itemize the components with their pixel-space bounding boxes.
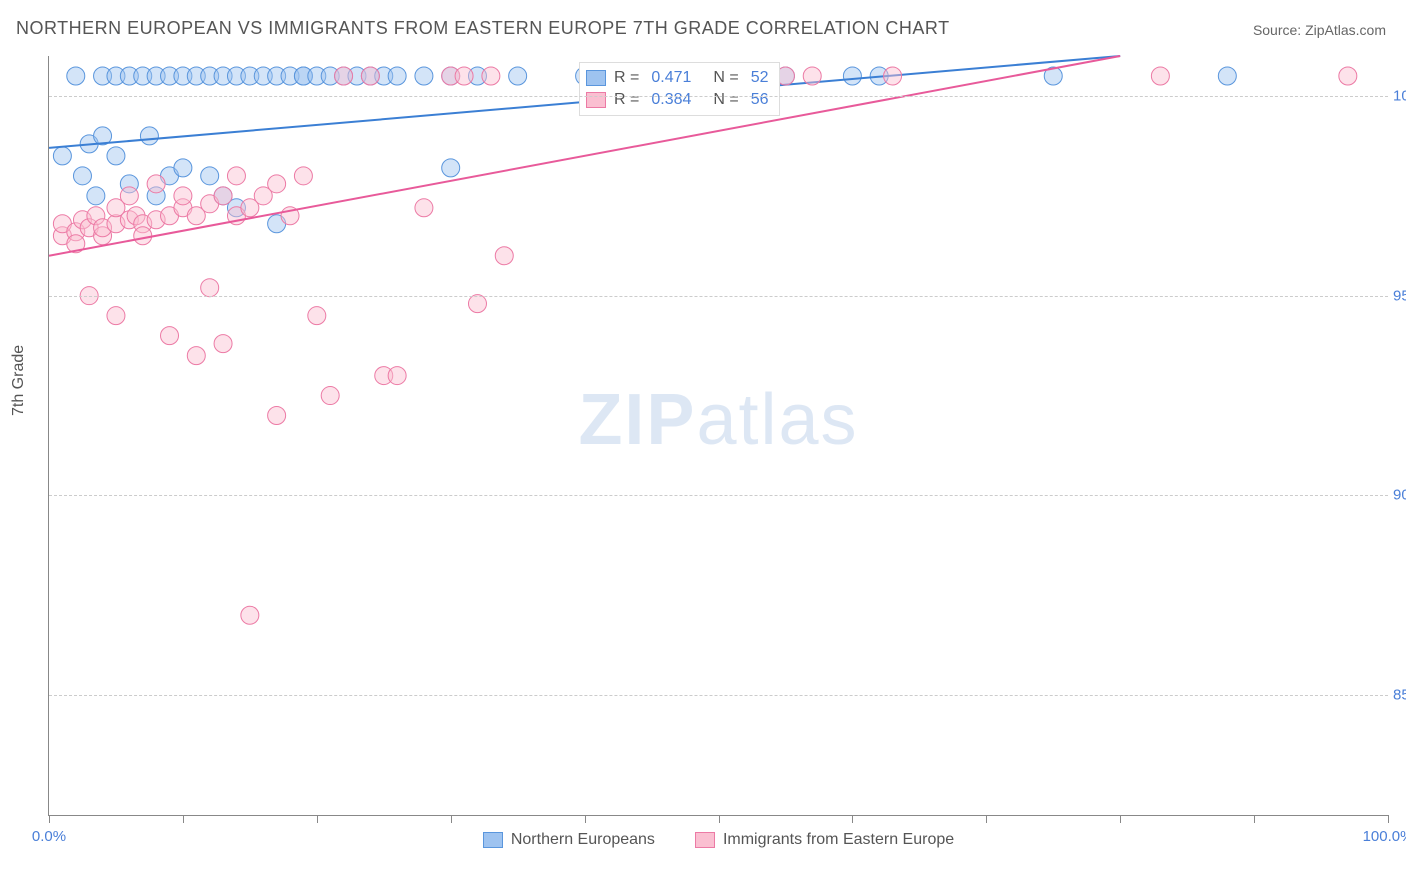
xtick-label-max: 100.0% <box>1363 828 1406 845</box>
data-point <box>468 295 486 313</box>
data-point <box>140 127 158 145</box>
n-label-b: N = <box>713 91 738 109</box>
data-point <box>308 307 326 325</box>
xtick <box>183 815 184 823</box>
data-point <box>134 227 152 245</box>
xtick <box>1254 815 1255 823</box>
legend-item-b: Immigrants from Eastern Europe <box>695 831 954 849</box>
xtick <box>1120 815 1121 823</box>
data-point <box>482 67 500 85</box>
data-point <box>174 187 192 205</box>
data-point <box>509 67 527 85</box>
data-point <box>174 159 192 177</box>
legend-swatch-a <box>483 832 503 848</box>
data-point <box>73 167 91 185</box>
data-point <box>201 279 219 297</box>
r-label-a: R = <box>614 69 639 87</box>
data-point <box>67 67 85 85</box>
xtick <box>719 815 720 823</box>
data-point <box>241 606 259 624</box>
ytick-label: 100.0% <box>1393 87 1406 104</box>
data-point <box>495 247 513 265</box>
swatch-a <box>586 70 606 86</box>
data-point <box>268 407 286 425</box>
gridline <box>49 96 1388 97</box>
xtick <box>852 815 853 823</box>
ytick-label: 85.0% <box>1393 687 1406 704</box>
data-point <box>147 175 165 193</box>
data-point <box>294 167 312 185</box>
data-point <box>442 159 460 177</box>
legend-item-a: Northern Europeans <box>483 831 655 849</box>
n-label-a: N = <box>713 69 738 87</box>
ytick-label: 95.0% <box>1393 287 1406 304</box>
data-point <box>107 147 125 165</box>
data-point <box>53 147 71 165</box>
data-point <box>843 67 861 85</box>
data-point <box>1218 67 1236 85</box>
source-label: Source: <box>1253 22 1301 38</box>
data-point <box>803 67 821 85</box>
scatter-svg <box>49 56 1388 815</box>
data-point <box>107 307 125 325</box>
xtick <box>585 815 586 823</box>
data-point <box>388 367 406 385</box>
y-axis-label: 7th Grade <box>10 345 28 416</box>
data-point <box>214 335 232 353</box>
r-value-b: 0.384 <box>651 91 691 109</box>
source-link[interactable]: ZipAtlas.com <box>1305 22 1386 38</box>
swatch-b <box>586 92 606 108</box>
data-point <box>161 327 179 345</box>
data-point <box>201 167 219 185</box>
data-point <box>187 347 205 365</box>
r-value-a: 0.471 <box>651 69 691 87</box>
gridline <box>49 296 1388 297</box>
xtick <box>1388 815 1389 823</box>
stats-row-a: R = 0.471 N = 52 <box>586 67 769 89</box>
n-value-b: 56 <box>751 91 769 109</box>
r-label-b: R = <box>614 91 639 109</box>
data-point <box>120 187 138 205</box>
data-point <box>415 67 433 85</box>
data-point <box>321 387 339 405</box>
legend-swatch-b <box>695 832 715 848</box>
n-value-a: 52 <box>751 69 769 87</box>
data-point <box>361 67 379 85</box>
xtick <box>49 815 50 823</box>
ytick-label: 90.0% <box>1393 487 1406 504</box>
source-attribution: Source: ZipAtlas.com <box>1253 22 1386 38</box>
data-point <box>415 199 433 217</box>
data-point <box>1339 67 1357 85</box>
data-point <box>884 67 902 85</box>
legend-label-b: Immigrants from Eastern Europe <box>723 831 954 849</box>
stats-legend: R = 0.471 N = 52 R = 0.384 N = 56 <box>579 62 780 116</box>
data-point <box>335 67 353 85</box>
xtick <box>451 815 452 823</box>
xtick-label-min: 0.0% <box>32 828 66 845</box>
chart-title: NORTHERN EUROPEAN VS IMMIGRANTS FROM EAS… <box>16 18 950 39</box>
xtick <box>317 815 318 823</box>
bottom-legend: Northern Europeans Immigrants from Easte… <box>49 831 1388 849</box>
xtick <box>986 815 987 823</box>
legend-label-a: Northern Europeans <box>511 831 655 849</box>
data-point <box>388 67 406 85</box>
plot-area: ZIPatlas R = 0.471 N = 52 R = 0.384 N = … <box>48 56 1388 816</box>
data-point <box>87 187 105 205</box>
data-point <box>455 67 473 85</box>
data-point <box>268 175 286 193</box>
data-point <box>1151 67 1169 85</box>
stats-row-b: R = 0.384 N = 56 <box>586 89 769 111</box>
data-point <box>214 187 232 205</box>
gridline <box>49 695 1388 696</box>
data-point <box>227 167 245 185</box>
gridline <box>49 495 1388 496</box>
